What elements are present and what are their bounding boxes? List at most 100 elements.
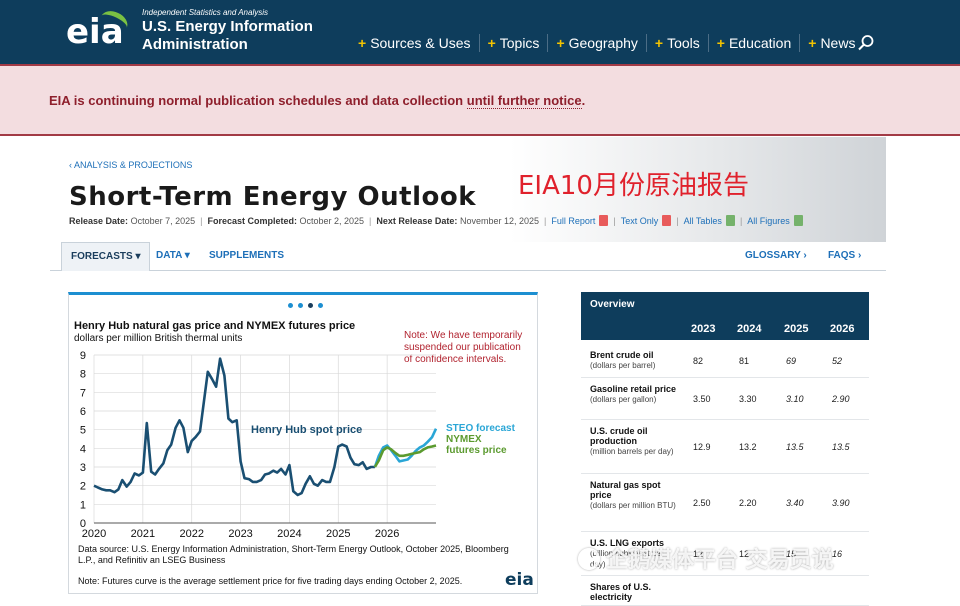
overview-title: Overview: [581, 292, 869, 318]
plus-icon: +: [808, 35, 817, 51]
metric-unit: (dollars per gallon): [590, 395, 657, 404]
overview-value: 13.5: [832, 442, 850, 452]
chart-eia-logo: eia: [505, 570, 534, 590]
year-header: 2026: [830, 323, 855, 335]
carousel-dot[interactable]: [288, 303, 293, 308]
glossary-link[interactable]: GLOSSARY ›: [745, 250, 807, 261]
text-only-link[interactable]: Text Only: [620, 215, 659, 226]
metric-name: U.S. crude oil production: [590, 426, 648, 446]
y-tick-label: 2: [80, 481, 86, 493]
chart-source: Data source: U.S. Energy Information Adm…: [78, 544, 509, 565]
overview-row-label: Brent crude oil (dollars per barrel): [590, 350, 678, 371]
overview-table: Overview 2023 2024 2025 2026 Brent crude…: [581, 292, 869, 606]
x-tick-label: 2020: [82, 528, 106, 540]
x-tick-label: 2023: [228, 528, 252, 540]
notice-banner: EIA is continuing normal publication sch…: [0, 64, 960, 136]
metric-name: Natural gas spot price: [590, 480, 661, 500]
all-tables-link[interactable]: All Tables: [683, 215, 722, 226]
tab-data[interactable]: DATA ▾: [156, 250, 190, 261]
overview-header-row: 2023 2024 2025 2026: [581, 318, 869, 340]
overview-value: 3.30: [739, 394, 757, 404]
label-spot-price: Henry Hub spot price: [251, 424, 362, 436]
nav-topics[interactable]: + Topics: [480, 34, 549, 52]
nav-news[interactable]: + News: [808, 35, 856, 51]
nav-geography[interactable]: + Geography: [548, 34, 647, 52]
overlay-caption: EIA10月份原油报告: [518, 171, 749, 201]
carousel-dot-active[interactable]: [308, 303, 313, 308]
overview-value: 3.40: [786, 498, 804, 508]
overview-value: 13.2: [739, 442, 757, 452]
overview-value: 13.5: [786, 442, 804, 452]
overview-value: 12: [739, 549, 750, 559]
y-tick-label: 4: [80, 443, 86, 455]
overview-value: 3.90: [832, 498, 850, 508]
y-tick-label: 7: [80, 387, 86, 399]
overview-value: 15: [786, 549, 797, 559]
tab-forecasts[interactable]: FORECASTS ▾: [61, 242, 151, 271]
plus-icon: +: [556, 35, 565, 51]
carousel-dot[interactable]: [298, 303, 303, 308]
series-line-henry-hub-spot-price: [93, 357, 375, 497]
search-icon[interactable]: [857, 34, 875, 52]
overview-row-label: Natural gas spot price (dollars per milli…: [590, 480, 678, 511]
y-axis-ticks: 0 1 2 3 4 5 6 7 8 9: [80, 350, 86, 530]
overview-value: 81: [739, 356, 750, 366]
site-header: eia Independent Statistics and Analysis …: [0, 0, 960, 64]
metric-name: Brent crude oil: [590, 350, 654, 360]
notice-link[interactable]: until further notice: [466, 93, 582, 109]
metric-unit: (dollars per million BTU): [590, 501, 676, 510]
chart-grid: [93, 354, 436, 524]
overview-row: Brent crude oil (dollars per barrel) 82 81 6…: [581, 344, 869, 378]
x-tick-label: 2024: [277, 528, 301, 540]
overview-value: 82: [693, 356, 704, 366]
plus-icon: +: [654, 35, 664, 51]
overview-row-label: Gasoline retail price (dollars per gallon…: [590, 384, 678, 405]
y-tick-label: 8: [80, 369, 86, 381]
y-tick-label: 1: [80, 499, 86, 511]
nav-education[interactable]: + Education: [709, 34, 801, 52]
pdf-icon[interactable]: [599, 215, 609, 226]
y-tick-label: 5: [80, 425, 86, 437]
overview-value: 12.9: [693, 442, 711, 452]
nav-sources-uses[interactable]: + Sources & Uses: [350, 34, 480, 52]
x-tick-label: 2022: [179, 528, 203, 540]
faqs-link[interactable]: FAQS ›: [828, 250, 862, 261]
overview-row-label: Shares of U.S. electricity: [590, 582, 678, 602]
tab-supplements[interactable]: SUPPLEMENTS: [209, 250, 285, 261]
overview-row: U.S. crude oil production (million barrel…: [581, 420, 869, 474]
org-name[interactable]: U.S. Energy Information Administration: [142, 18, 313, 53]
label-steo-forecast: STEO forecast: [446, 423, 516, 434]
overview-row-label: U.S. crude oil production (million barrel…: [590, 426, 678, 457]
label-nymex-futures-line2: futures price: [446, 445, 507, 456]
x-axis-ticks: 2020 2021 2022 2023 2024 2025 2026: [82, 528, 400, 540]
metric-unit: (million barrels per day): [590, 447, 674, 456]
carousel-dots: [288, 303, 323, 308]
year-header: 2025: [784, 323, 809, 335]
eia-logo[interactable]: eia: [66, 12, 124, 52]
y-tick-label: 9: [80, 350, 86, 362]
excel-icon[interactable]: [793, 215, 803, 226]
full-report-link[interactable]: Full Report: [551, 215, 596, 226]
breadcrumb[interactable]: ‹ ANALYSIS & PROJECTIONS: [69, 160, 193, 170]
pdf-icon[interactable]: [662, 215, 672, 226]
label-nymex-futures: NYMEX: [446, 434, 482, 445]
metric-name: U.S. LNG exports: [590, 538, 665, 548]
x-tick-label: 2021: [131, 528, 155, 540]
overview-value: 69: [786, 356, 797, 366]
y-tick-label: 6: [80, 406, 86, 418]
chart-title: Henry Hub natural gas price and NYMEX fu…: [74, 320, 356, 332]
page-header-bg: [50, 137, 886, 242]
y-tick-label: 3: [80, 462, 86, 474]
year-header: 2024: [737, 323, 762, 335]
main-nav: + Sources & Uses + Topics + Geography + Tool…: [350, 34, 863, 52]
nav-tools[interactable]: + Tools: [647, 34, 709, 52]
plus-icon: +: [487, 35, 496, 51]
chart-footnote: Note: Futures curve is the average settl…: [78, 576, 463, 586]
overview-value: 16: [832, 549, 843, 559]
page-title: Short-Term Energy Outlook: [69, 182, 477, 212]
carousel-dot[interactable]: [318, 303, 323, 308]
all-figures-link[interactable]: All Figures: [747, 215, 790, 226]
release-meta: Release Date: October 7, 2025 | Forecast…: [69, 215, 803, 226]
excel-icon[interactable]: [725, 215, 735, 226]
